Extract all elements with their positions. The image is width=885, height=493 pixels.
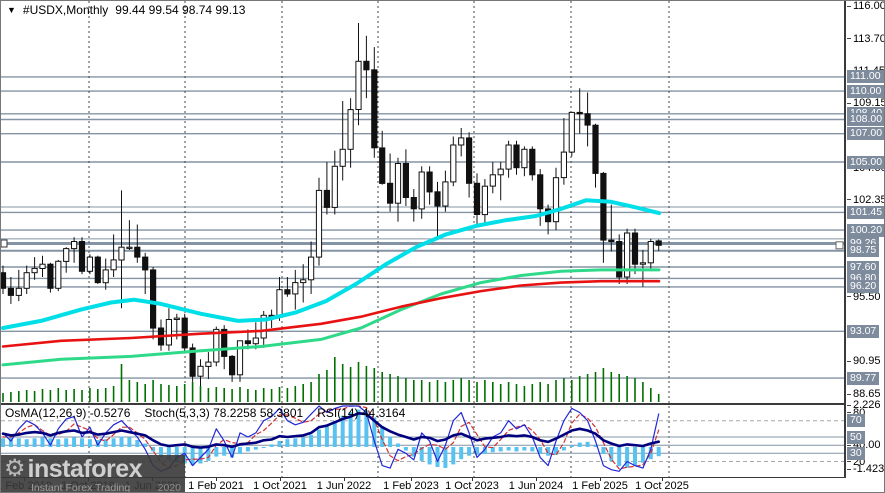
- time-tick: [600, 478, 601, 481]
- time-tick: [472, 478, 473, 481]
- instaforex-logo-icon: ⚙: [4, 455, 26, 482]
- price-level-badge: 97.60: [847, 260, 880, 274]
- time-label: 1 Feb 2021: [188, 480, 244, 492]
- time-tick: [411, 478, 412, 481]
- stochastic-label: Stoch(5,3,3) 78.2258 58.3801: [144, 406, 304, 420]
- price-level-badge: 96.20: [847, 280, 880, 294]
- price-level-badge: 93.07: [847, 324, 880, 338]
- price-tick-label: 88.65: [847, 388, 881, 400]
- time-label: 1 Jun 2024: [508, 480, 564, 492]
- broker-watermark: ⚙ instaforex Instant Forex Trading 2020: [1, 455, 185, 493]
- indicator-level-badge: 50: [847, 430, 865, 444]
- price-level-badge: 108.00: [847, 113, 884, 126]
- indicator-labels-row: OsMA(12,26,9) -0.5276 Stoch(5,3,3) 78.22…: [5, 406, 405, 420]
- volume-bars: [2, 357, 660, 402]
- indicator-tick-label: 2.226: [847, 399, 881, 411]
- time-label: 1 Oct 2021: [253, 480, 307, 492]
- ma-red-line: [1, 279, 661, 348]
- price-axis[interactable]: 116.00113.70111.45109.15104.60102.3599.9…: [844, 1, 884, 478]
- price-level-badge: 98.75: [847, 244, 880, 258]
- pane-separator[interactable]: [1, 403, 884, 405]
- price-level-badge: 110.00: [847, 84, 884, 98]
- time-tick: [662, 478, 663, 481]
- indicator-level-badge: 30: [847, 447, 865, 460]
- chart-canvas[interactable]: [1, 1, 844, 478]
- chart-title-bar: ▼ #USDX,Monthly 99.44 99.54 98.74 99.13: [7, 3, 245, 17]
- axis-separator: [1, 477, 884, 478]
- time-label: 1 Feb 2025: [572, 480, 628, 492]
- watermark-brand: instaforex: [27, 455, 143, 483]
- price-tick-label: 90.95: [847, 355, 881, 367]
- price-level-badge: 111.00: [847, 70, 884, 84]
- ohlc-values: 99.44 99.54 98.74 99.13: [115, 3, 246, 17]
- osma-label: OsMA(12,26,9) -0.5276: [5, 406, 131, 420]
- time-label: 1 Oct 2023: [445, 480, 499, 492]
- time-label: 1 Feb 2023: [383, 480, 439, 492]
- price-tick-label: 102.35: [847, 194, 884, 206]
- time-label: 1 Oct 2025: [635, 480, 689, 492]
- price-level-badge: 101.45: [847, 205, 884, 219]
- rsi-label: RSI(14) 44.3164: [317, 406, 406, 420]
- time-label: 1 Jun 2022: [316, 480, 372, 492]
- price-level-badge: 105.00: [847, 155, 884, 169]
- chevron-down-icon[interactable]: ▼: [7, 5, 16, 15]
- price-tick-label: 95.50: [847, 291, 881, 303]
- price-level-badge: 100.20: [847, 223, 884, 237]
- price-tick-label: 113.70: [847, 33, 884, 45]
- stochastic-k-line: [2, 405, 660, 472]
- indicator-level-badge: 70: [847, 414, 865, 427]
- level-handle-square[interactable]: [1, 239, 8, 248]
- time-tick: [216, 478, 217, 481]
- price-level-badge: 89.77: [847, 371, 880, 385]
- time-tick: [536, 478, 537, 481]
- ma-green-line: [1, 268, 661, 367]
- ma-cyan-line: [1, 198, 661, 330]
- rsi-line: [1, 411, 661, 449]
- time-tick: [280, 478, 281, 481]
- price-level-badge: 107.00: [847, 127, 884, 141]
- symbol-timeframe-label: #USDX,Monthly: [22, 3, 109, 17]
- price-tick-label: 109.15: [847, 97, 884, 109]
- indicator-tick-label: -1.4236: [847, 463, 884, 475]
- watermark-partial-date: 2020: [157, 482, 181, 493]
- watermark-subtitle: Instant Forex Trading: [31, 482, 131, 493]
- price-tick-label: 116.00: [847, 1, 884, 12]
- time-tick: [344, 478, 345, 481]
- current-price-marker: [835, 241, 844, 250]
- price-level-lines: [1, 76, 844, 379]
